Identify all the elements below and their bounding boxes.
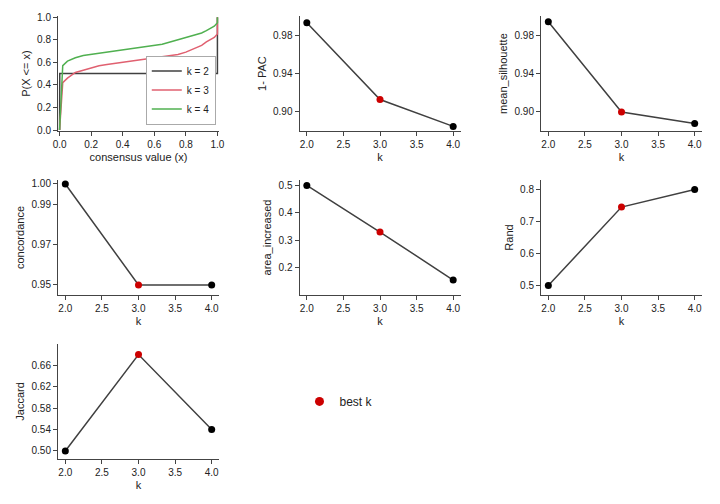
svg-text:2.0: 2.0 [541, 303, 555, 314]
svg-text:Jaccard: Jaccard [14, 382, 26, 421]
svg-text:2.0: 2.0 [300, 303, 314, 314]
svg-text:0.4: 0.4 [37, 79, 51, 90]
svg-text:0.62: 0.62 [32, 381, 52, 392]
svg-text:2.0: 2.0 [58, 467, 72, 478]
svg-text:2.0: 2.0 [300, 139, 314, 150]
svg-text:3.5: 3.5 [410, 303, 424, 314]
svg-text:3.5: 3.5 [168, 467, 182, 478]
svg-text:0.8: 0.8 [37, 34, 51, 45]
svg-text:k: k [619, 151, 625, 163]
svg-text:k = 4: k = 4 [187, 104, 209, 115]
svg-text:0.0: 0.0 [53, 139, 67, 150]
svg-text:consensus value (x): consensus value (x) [90, 151, 188, 163]
svg-text:0.3: 0.3 [279, 235, 293, 246]
svg-text:0.94: 0.94 [273, 68, 293, 79]
svg-text:0.66: 0.66 [32, 360, 52, 371]
svg-text:2.0: 2.0 [58, 303, 72, 314]
svg-text:0.2: 0.2 [279, 262, 293, 273]
svg-text:concordance: concordance [14, 206, 26, 269]
svg-text:0.2: 0.2 [37, 102, 51, 113]
svg-text:k: k [377, 315, 383, 327]
svg-text:3.0: 3.0 [615, 139, 629, 150]
svg-text:0.0: 0.0 [37, 125, 51, 136]
svg-text:4.0: 4.0 [688, 303, 702, 314]
svg-text:0.8: 0.8 [179, 139, 193, 150]
svg-text:0.2: 0.2 [84, 139, 98, 150]
svg-text:2.5: 2.5 [336, 303, 350, 314]
svg-text:0.4: 0.4 [116, 139, 130, 150]
svg-text:0.94: 0.94 [515, 68, 535, 79]
svg-text:3.0: 3.0 [615, 303, 629, 314]
svg-text:3.0: 3.0 [373, 139, 387, 150]
svg-text:0.95: 0.95 [32, 279, 52, 290]
svg-text:3.0: 3.0 [132, 467, 146, 478]
svg-text:0.6: 0.6 [37, 57, 51, 68]
svg-text:2.0: 2.0 [541, 139, 555, 150]
svg-text:0.98: 0.98 [515, 30, 535, 41]
svg-text:mean_silhouette: mean_silhouette [497, 33, 509, 114]
svg-text:1.0: 1.0 [210, 139, 224, 150]
svg-text:k: k [377, 151, 383, 163]
svg-text:0.7: 0.7 [520, 216, 534, 227]
svg-text:0.50: 0.50 [32, 445, 52, 456]
svg-text:0.54: 0.54 [32, 424, 52, 435]
svg-text:2.5: 2.5 [95, 467, 109, 478]
svg-text:2.5: 2.5 [578, 139, 592, 150]
svg-text:Rand: Rand [503, 224, 515, 250]
svg-text:0.4: 0.4 [279, 207, 293, 218]
svg-text:k: k [619, 315, 625, 327]
svg-text:0.6: 0.6 [520, 248, 534, 259]
svg-text:3.5: 3.5 [651, 139, 665, 150]
svg-text:0.97: 0.97 [32, 239, 52, 250]
svg-text:3.5: 3.5 [168, 303, 182, 314]
svg-text:3.0: 3.0 [373, 303, 387, 314]
svg-text:0.8: 0.8 [520, 184, 534, 195]
svg-text:2.5: 2.5 [95, 303, 109, 314]
svg-text:4.0: 4.0 [446, 303, 460, 314]
svg-text:0.99: 0.99 [32, 199, 52, 210]
svg-text:1.0: 1.0 [37, 12, 51, 23]
svg-text:best k: best k [340, 395, 373, 409]
svg-text:3.5: 3.5 [410, 139, 424, 150]
svg-text:4.0: 4.0 [446, 139, 460, 150]
svg-text:0.6: 0.6 [147, 139, 161, 150]
svg-text:0.90: 0.90 [273, 106, 293, 117]
svg-text:2.5: 2.5 [336, 139, 350, 150]
svg-text:k = 3: k = 3 [187, 85, 209, 96]
svg-text:1.00: 1.00 [32, 178, 52, 189]
svg-text:k: k [136, 315, 142, 327]
svg-text:3.0: 3.0 [132, 303, 146, 314]
svg-text:1- PAC: 1- PAC [256, 56, 268, 91]
svg-text:2.5: 2.5 [578, 303, 592, 314]
svg-text:4.0: 4.0 [205, 467, 219, 478]
svg-text:area_increased: area_increased [261, 200, 273, 276]
svg-text:0.98: 0.98 [273, 30, 293, 41]
svg-text:0.5: 0.5 [520, 280, 534, 291]
svg-text:0.90: 0.90 [515, 106, 535, 117]
svg-text:0.58: 0.58 [32, 403, 52, 414]
svg-text:0.5: 0.5 [279, 180, 293, 191]
svg-text:3.5: 3.5 [651, 303, 665, 314]
svg-text:4.0: 4.0 [688, 139, 702, 150]
svg-text:P(X <= x): P(X <= x) [20, 50, 32, 96]
svg-text:k: k [136, 479, 142, 491]
svg-text:4.0: 4.0 [205, 303, 219, 314]
svg-text:k = 2: k = 2 [187, 66, 209, 77]
